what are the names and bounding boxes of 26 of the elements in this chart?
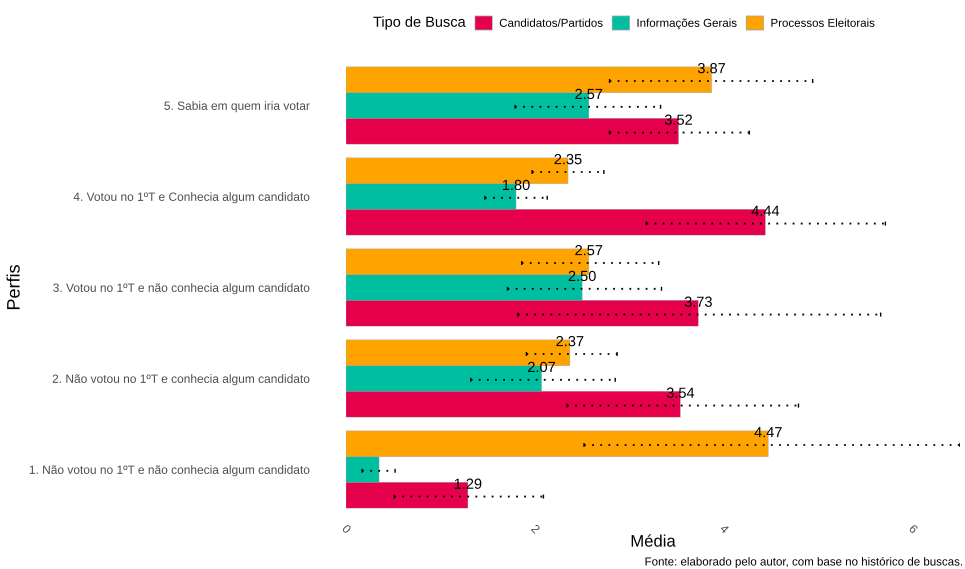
x-tick-label: 4	[720, 524, 730, 534]
legend-label: Candidatos/Partidos	[500, 18, 603, 27]
source-note: Fonte: elaborado pelo autor, com base no histórico de buscas.	[646, 556, 962, 568]
y-tick-label: 2. Não votou no 1ºT e conhecia algum candidato	[52, 374, 310, 386]
data-label: 4.44	[752, 206, 780, 216]
legend-label: Processos Eleitorais	[771, 18, 874, 27]
x-tick-label: 2	[530, 524, 541, 534]
data-label: 1.29	[454, 478, 482, 489]
data-label: 3.52	[664, 114, 692, 125]
y-tick-label: 5. Sabia em quem iria votar	[164, 101, 310, 112]
y-tick-label: 1. Não votou no 1ºT e não conhecia algum candidato	[30, 465, 310, 476]
x-tick-label: 6	[908, 524, 918, 534]
data-label: 3.54	[666, 388, 694, 398]
data-label: 2.37	[556, 336, 584, 346]
data-label: 3.73	[684, 296, 712, 307]
data-label: 2.57	[575, 244, 602, 256]
y-tick-label: 4. Votou no 1ºT e Conhecia algum candidato	[74, 192, 310, 204]
data-label: 3.87	[698, 62, 726, 74]
data-label: 2.35	[554, 154, 582, 164]
data-label: 4.47	[754, 427, 782, 438]
x-tick-label: 0	[342, 524, 352, 534]
legend-label: Informações Gerais	[638, 18, 737, 30]
legend-title: Tipo de Busca	[373, 16, 466, 30]
y-axis-title: Perfis	[6, 265, 20, 310]
y-tick-label: 3. Votou no 1ºT e não conhecia algum candidato	[53, 283, 310, 294]
x-axis-title: Média	[632, 534, 676, 547]
